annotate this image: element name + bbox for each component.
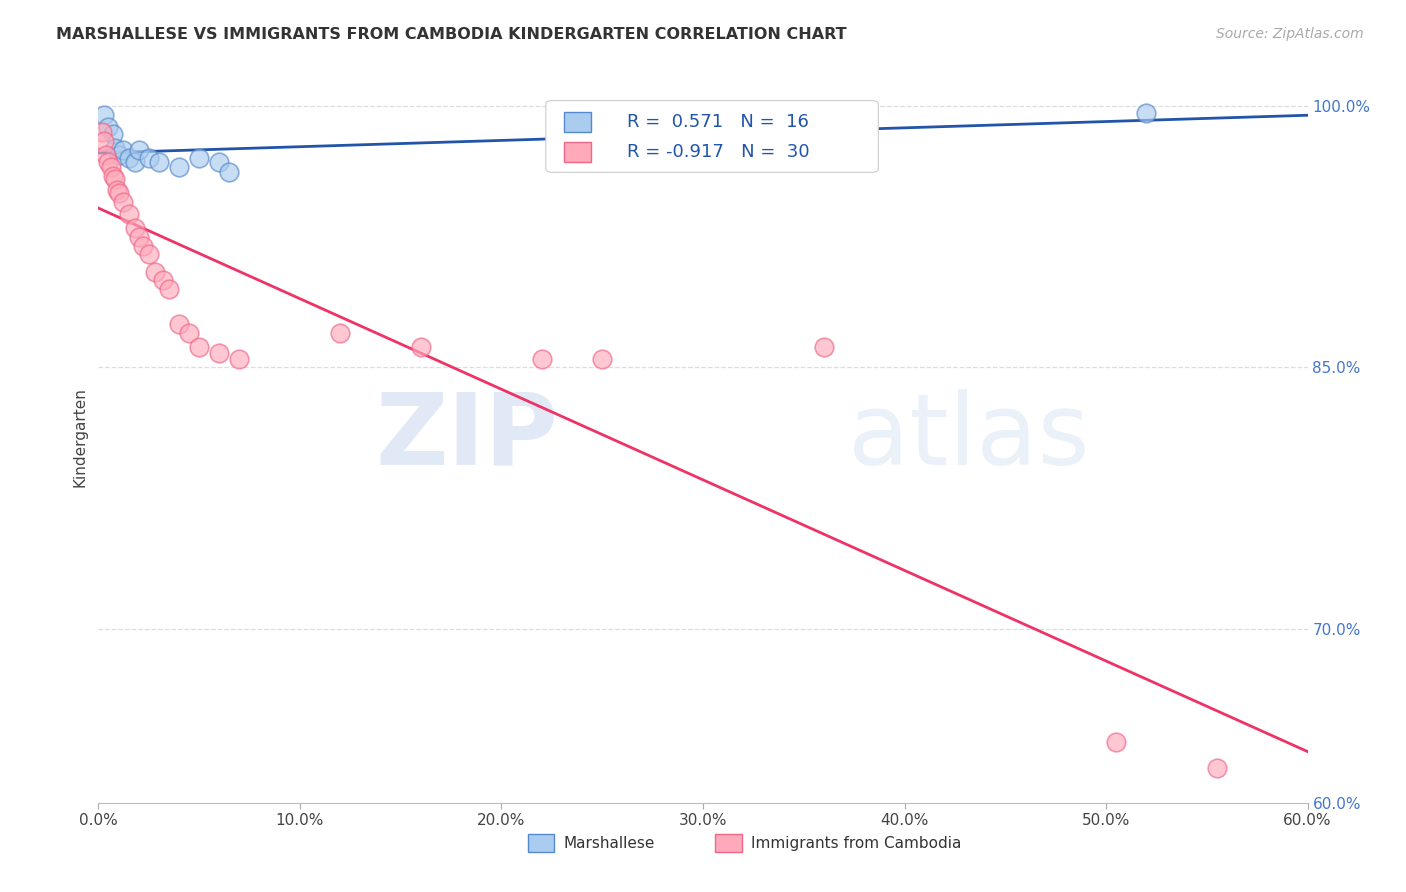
Point bbox=[128, 143, 150, 157]
Point bbox=[96, 148, 118, 162]
Point bbox=[107, 186, 129, 201]
Point bbox=[1206, 761, 1229, 775]
Point bbox=[118, 152, 141, 166]
Point bbox=[188, 152, 211, 166]
Point bbox=[124, 221, 146, 235]
Point bbox=[329, 326, 352, 340]
Point bbox=[152, 273, 174, 287]
Point bbox=[103, 172, 125, 186]
Point bbox=[91, 125, 114, 139]
Text: R = -0.917   N =  30: R = -0.917 N = 30 bbox=[627, 143, 810, 161]
Point bbox=[1105, 735, 1128, 749]
Point bbox=[118, 207, 141, 221]
Point bbox=[107, 148, 129, 162]
Point bbox=[179, 326, 201, 340]
Point bbox=[143, 265, 166, 279]
Y-axis label: Kindergarten: Kindergarten bbox=[72, 387, 87, 487]
Point bbox=[138, 152, 160, 166]
Point bbox=[591, 351, 613, 366]
Text: ZIP: ZIP bbox=[375, 389, 558, 485]
Point bbox=[813, 339, 835, 353]
Point bbox=[97, 155, 120, 169]
Point bbox=[530, 351, 553, 366]
Point bbox=[228, 351, 250, 366]
Point bbox=[1135, 106, 1157, 120]
Point bbox=[101, 169, 124, 183]
Point bbox=[167, 160, 190, 174]
Point bbox=[188, 339, 211, 353]
Point bbox=[100, 160, 122, 174]
Point bbox=[93, 134, 115, 148]
FancyBboxPatch shape bbox=[546, 101, 879, 172]
Point bbox=[124, 155, 146, 169]
Point bbox=[128, 229, 150, 244]
Point bbox=[93, 108, 115, 122]
Text: Marshallese: Marshallese bbox=[564, 836, 655, 851]
Point bbox=[97, 120, 120, 134]
FancyBboxPatch shape bbox=[527, 834, 554, 852]
Point bbox=[167, 317, 190, 331]
FancyBboxPatch shape bbox=[716, 834, 742, 852]
Point bbox=[218, 165, 240, 179]
Point bbox=[138, 247, 160, 261]
Point bbox=[148, 155, 170, 169]
Text: MARSHALLESE VS IMMIGRANTS FROM CAMBODIA KINDERGARTEN CORRELATION CHART: MARSHALLESE VS IMMIGRANTS FROM CAMBODIA … bbox=[56, 27, 846, 42]
Point bbox=[208, 155, 231, 169]
FancyBboxPatch shape bbox=[564, 142, 591, 162]
Text: atlas: atlas bbox=[848, 389, 1090, 485]
Point bbox=[111, 143, 134, 157]
Point bbox=[208, 346, 231, 360]
Text: Immigrants from Cambodia: Immigrants from Cambodia bbox=[751, 836, 962, 851]
Point bbox=[101, 127, 124, 141]
Point bbox=[409, 339, 432, 353]
FancyBboxPatch shape bbox=[564, 112, 591, 132]
Text: Source: ZipAtlas.com: Source: ZipAtlas.com bbox=[1216, 27, 1364, 41]
Text: R =  0.571   N =  16: R = 0.571 N = 16 bbox=[627, 112, 808, 131]
Point bbox=[132, 238, 155, 252]
Point bbox=[157, 282, 180, 296]
Point bbox=[105, 183, 128, 197]
Point bbox=[111, 194, 134, 209]
Point bbox=[103, 141, 125, 155]
